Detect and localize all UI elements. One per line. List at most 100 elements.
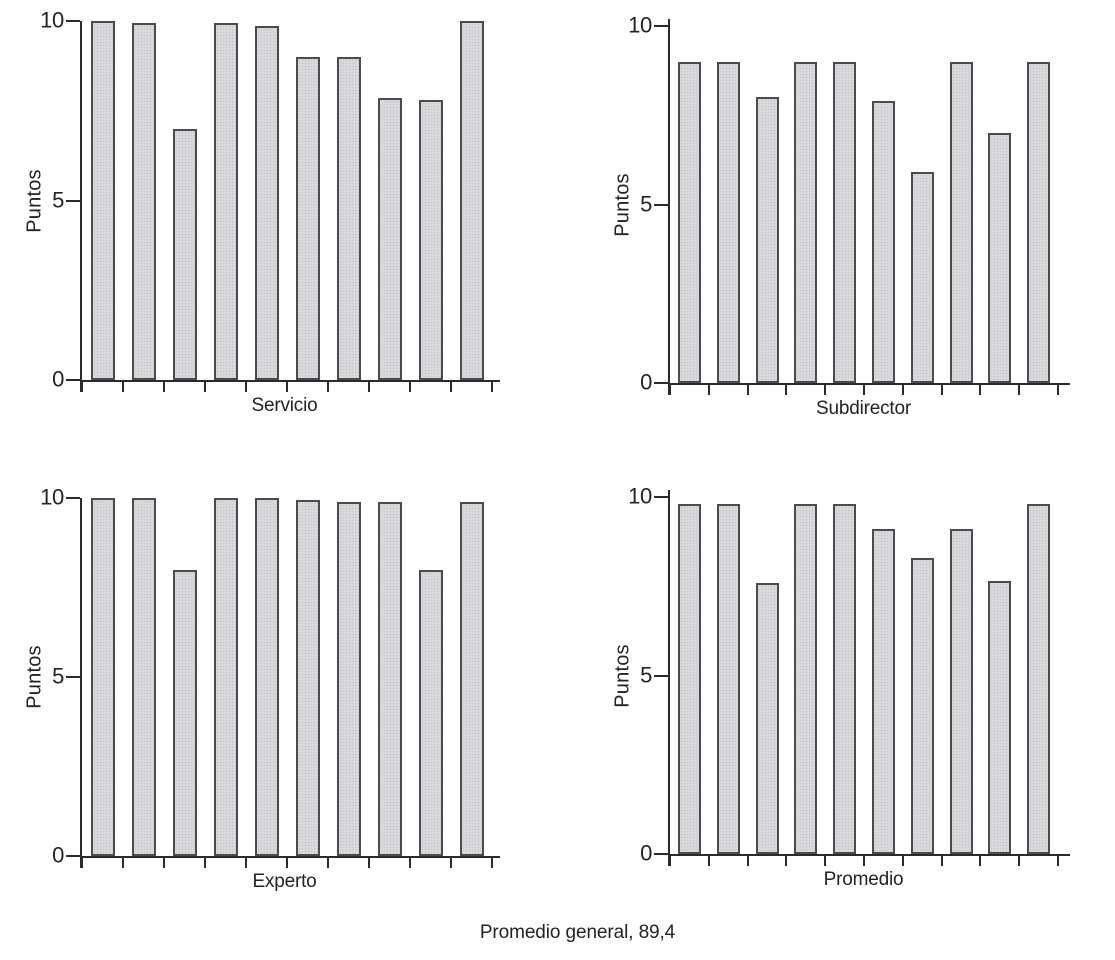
x-tick-mark bbox=[940, 854, 943, 866]
x-tick-mark bbox=[491, 856, 493, 868]
chart-experto: Puntos Experto 0 5 10 bbox=[24, 484, 500, 892]
bar bbox=[677, 504, 701, 854]
bar bbox=[418, 99, 443, 380]
bar bbox=[716, 61, 740, 383]
bar bbox=[377, 501, 402, 856]
x-axis-title: Experto bbox=[252, 871, 317, 892]
x-tick-mark bbox=[81, 856, 83, 868]
bar bbox=[794, 504, 818, 854]
y-axis-line bbox=[668, 490, 670, 866]
bar bbox=[988, 580, 1012, 854]
x-tick-mark bbox=[1057, 854, 1059, 866]
bar bbox=[213, 22, 238, 380]
x-tick-mark bbox=[491, 380, 493, 392]
x-axis-line bbox=[668, 383, 1070, 385]
x-tick-mark bbox=[863, 854, 865, 866]
bar bbox=[90, 498, 115, 856]
x-tick-mark bbox=[450, 380, 452, 392]
x-tick-mark bbox=[163, 856, 165, 868]
x-tick-mark bbox=[1018, 854, 1021, 866]
x-tick-mark bbox=[707, 854, 710, 866]
bar bbox=[1027, 61, 1051, 383]
x-tick-mark bbox=[409, 856, 411, 868]
chart-subdirector: Puntos Subdirector 0 5 10 bbox=[612, 12, 1070, 419]
x-tick-mark bbox=[824, 383, 827, 395]
y-tick-mark bbox=[654, 25, 668, 27]
x-tick-mark bbox=[979, 854, 982, 866]
bar bbox=[949, 529, 973, 854]
y-tick-label: 0 bbox=[640, 840, 652, 866]
bar bbox=[90, 21, 115, 380]
y-tick-label: 0 bbox=[52, 842, 64, 868]
x-tick-mark bbox=[1057, 383, 1059, 395]
bar bbox=[131, 498, 156, 856]
chart-promedio: Puntos Promedio 0 5 10 bbox=[612, 483, 1070, 890]
x-tick-mark bbox=[163, 380, 165, 392]
x-axis-line bbox=[80, 380, 500, 382]
bar bbox=[377, 98, 402, 380]
chart-servicio: Puntos Servicio 0 5 10 bbox=[24, 7, 500, 416]
x-tick-mark bbox=[785, 854, 788, 866]
x-tick-mark bbox=[409, 380, 411, 392]
x-tick-mark bbox=[450, 856, 452, 868]
y-tick-label: 5 bbox=[52, 663, 64, 689]
y-axis-title: Puntos bbox=[611, 643, 634, 708]
x-tick-mark bbox=[327, 856, 329, 868]
y-tick-mark bbox=[66, 676, 80, 678]
y-tick-label: 10 bbox=[628, 483, 652, 509]
bar bbox=[254, 26, 279, 380]
bar bbox=[871, 100, 895, 383]
bar bbox=[172, 128, 197, 380]
bar bbox=[172, 569, 197, 856]
x-tick-mark bbox=[368, 856, 370, 868]
x-tick-mark bbox=[204, 380, 206, 392]
bar bbox=[295, 499, 320, 856]
bar bbox=[254, 498, 279, 856]
bar bbox=[755, 97, 779, 383]
x-tick-mark bbox=[746, 854, 749, 866]
y-tick-mark bbox=[654, 382, 668, 384]
x-axis-title: Subdirector bbox=[816, 398, 911, 419]
y-tick-label: 10 bbox=[40, 7, 64, 33]
x-tick-mark bbox=[707, 383, 710, 395]
x-tick-mark bbox=[327, 380, 329, 392]
y-tick-label: 5 bbox=[640, 190, 652, 216]
bar bbox=[677, 61, 701, 383]
bar bbox=[833, 504, 857, 854]
bar bbox=[336, 56, 361, 380]
x-tick-mark bbox=[669, 383, 671, 395]
x-tick-mark bbox=[901, 854, 904, 866]
bar bbox=[131, 22, 156, 380]
y-axis-line bbox=[80, 498, 82, 868]
y-tick-mark bbox=[66, 497, 80, 499]
y-tick-label: 5 bbox=[640, 661, 652, 687]
x-tick-mark bbox=[940, 383, 943, 395]
x-axis-line bbox=[80, 856, 500, 858]
y-tick-mark bbox=[654, 496, 668, 498]
bar bbox=[213, 498, 238, 856]
bar bbox=[755, 582, 779, 854]
y-tick-label: 5 bbox=[52, 186, 64, 212]
bar bbox=[988, 133, 1012, 383]
bar bbox=[1027, 504, 1051, 854]
x-tick-mark bbox=[245, 856, 247, 868]
bar bbox=[295, 56, 320, 380]
y-tick-mark bbox=[654, 203, 668, 206]
bar bbox=[336, 501, 361, 856]
x-tick-mark bbox=[824, 854, 827, 866]
x-tick-mark bbox=[785, 383, 788, 395]
bar bbox=[949, 61, 973, 383]
x-tick-mark bbox=[901, 383, 904, 395]
figure-caption: Promedio general, 89,4 bbox=[479, 922, 676, 943]
x-tick-mark bbox=[746, 383, 749, 395]
y-tick-mark bbox=[654, 674, 668, 677]
y-tick-mark bbox=[66, 199, 80, 202]
x-tick-mark bbox=[122, 380, 124, 392]
y-axis-title: Puntos bbox=[23, 168, 46, 233]
bar bbox=[833, 61, 857, 383]
y-tick-mark bbox=[66, 20, 80, 22]
x-tick-mark bbox=[122, 856, 124, 868]
y-tick-label: 10 bbox=[40, 484, 64, 510]
y-axis-title: Puntos bbox=[23, 645, 46, 709]
bar bbox=[459, 501, 484, 856]
